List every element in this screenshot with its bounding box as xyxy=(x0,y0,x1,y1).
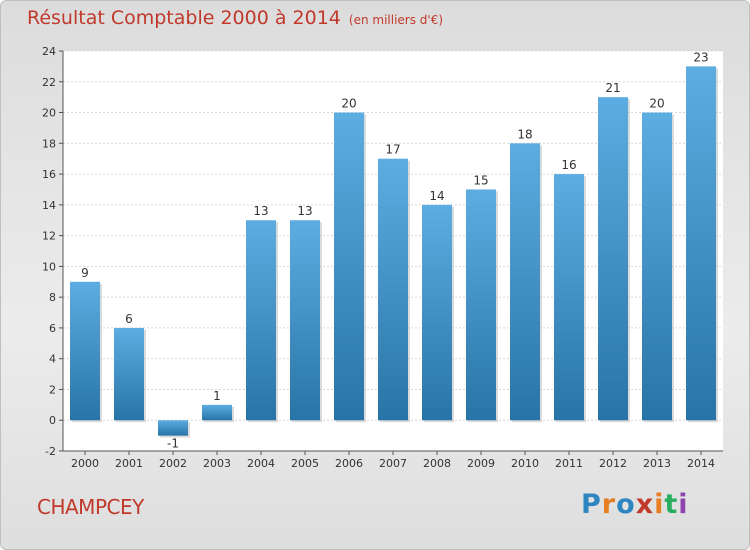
bar-2011 xyxy=(554,174,584,421)
x-tick-label: 2002 xyxy=(159,457,187,470)
logo-letter: i xyxy=(654,489,665,520)
x-tick-label: 2012 xyxy=(599,457,627,470)
y-tick-label: 22 xyxy=(42,76,56,89)
y-tick-label: 0 xyxy=(49,414,56,427)
bar-2000 xyxy=(70,281,100,421)
bar-2013 xyxy=(642,112,672,421)
value-label: 13 xyxy=(297,204,312,218)
bar-2005 xyxy=(290,220,320,421)
bar-2012 xyxy=(598,97,628,421)
x-tick-label: 2006 xyxy=(335,457,363,470)
x-tick-label: 2000 xyxy=(71,457,99,470)
y-tick-label: 16 xyxy=(42,168,56,181)
y-tick-label: 18 xyxy=(42,137,56,150)
x-tick-label: 2014 xyxy=(687,457,715,470)
value-label: -1 xyxy=(167,437,179,451)
value-label: 9 xyxy=(81,266,89,280)
value-label: 1 xyxy=(213,389,221,403)
value-label: 18 xyxy=(517,127,532,141)
y-tick-label: 24 xyxy=(42,45,56,58)
bar-2010 xyxy=(510,143,540,421)
logo-letter: o xyxy=(616,489,636,520)
value-label: 20 xyxy=(341,97,356,111)
chart-title: Résultat Comptable 2000 à 2014 (en millie… xyxy=(27,7,443,29)
y-tick-label: 10 xyxy=(42,260,56,273)
x-tick-label: 2001 xyxy=(115,457,143,470)
bar-2008 xyxy=(422,204,452,421)
value-label: 23 xyxy=(693,50,708,64)
value-label: 20 xyxy=(649,97,664,111)
commune-name: CHAMPCEY xyxy=(37,495,144,519)
value-label: 21 xyxy=(605,81,620,95)
y-tick-label: 4 xyxy=(49,353,56,366)
x-tick-label: 2004 xyxy=(247,457,275,470)
bar-2007 xyxy=(378,158,408,421)
bar-2014 xyxy=(686,66,716,421)
y-tick-label: 2 xyxy=(49,383,56,396)
y-tick-label: 20 xyxy=(42,107,56,120)
logo-letter: P xyxy=(581,489,602,520)
value-label: 13 xyxy=(253,204,268,218)
x-tick-label: 2009 xyxy=(467,457,495,470)
chart-title-text: Résultat Comptable 2000 à 2014 xyxy=(27,7,341,29)
x-tick-label: 2008 xyxy=(423,457,451,470)
x-tick-label: 2011 xyxy=(555,457,583,470)
logo-letter: r xyxy=(601,489,617,520)
x-tick-label: 2007 xyxy=(379,457,407,470)
logo-letter: x xyxy=(635,489,655,520)
value-label: 14 xyxy=(429,189,444,203)
bar-2001 xyxy=(114,327,144,421)
bar-2006 xyxy=(334,112,364,421)
y-tick-label: 14 xyxy=(42,199,56,212)
bar-2004 xyxy=(246,220,276,421)
y-tick-label: 12 xyxy=(42,230,56,243)
value-label: 16 xyxy=(561,158,576,172)
y-tick-label: 6 xyxy=(49,322,56,335)
value-label: 15 xyxy=(473,173,488,187)
bar-2009 xyxy=(466,189,496,421)
proxiti-logo: Proxiti xyxy=(581,489,689,520)
logo-letter: i xyxy=(678,489,689,520)
y-tick-label: 8 xyxy=(49,291,56,304)
value-label: 17 xyxy=(385,143,400,157)
bar-2002 xyxy=(158,420,188,436)
x-tick-label: 2005 xyxy=(291,457,319,470)
x-tick-label: 2013 xyxy=(643,457,671,470)
x-tick-label: 2010 xyxy=(511,457,539,470)
bar-2003 xyxy=(202,404,232,421)
x-tick-label: 2003 xyxy=(203,457,231,470)
y-tick-label: -2 xyxy=(45,445,56,458)
chart-unit: (en milliers d'€) xyxy=(348,13,444,27)
logo-letter: t xyxy=(664,489,679,520)
bar-chart: -20246810121416182022249200062001-120021… xyxy=(42,45,723,470)
value-label: 6 xyxy=(125,312,133,326)
